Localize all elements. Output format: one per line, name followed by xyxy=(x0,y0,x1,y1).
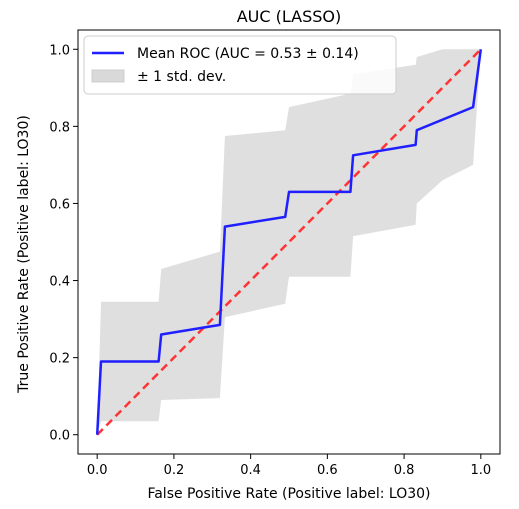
legend-box xyxy=(83,35,397,95)
x-tick-label: 0.2 xyxy=(164,463,185,478)
y-tick-label: 0.6 xyxy=(49,197,70,212)
y-tick-label: 0.2 xyxy=(49,352,70,367)
x-tick-label: 0.0 xyxy=(87,463,108,478)
y-tick-label: 0.4 xyxy=(49,275,70,290)
plot-frame xyxy=(77,29,501,455)
x-tick-label: 0.6 xyxy=(317,463,338,478)
chart-title: AUC (LASSO) xyxy=(237,7,342,26)
y-tick-label: 0.0 xyxy=(49,429,70,444)
legend-swatch-std-dev xyxy=(91,69,125,83)
x-tick-label: 0.8 xyxy=(394,463,415,478)
y-axis-label: True Positive Rate (Positive label: LO30… xyxy=(16,115,32,394)
legend-label-mean-roc: Mean ROC (AUC = 0.53 ± 0.14) xyxy=(137,46,359,62)
mean-roc-line xyxy=(95,49,483,435)
x-tick-label: 1.0 xyxy=(470,463,491,478)
x-tick-label: 0.4 xyxy=(240,463,261,478)
legend-label-std-dev: ± 1 std. dev. xyxy=(137,69,226,85)
y-tick-label: 0.8 xyxy=(49,120,70,135)
y-tick-label: 1.0 xyxy=(49,43,70,58)
x-axis-label: False Positive Rate (Positive label: LO3… xyxy=(147,486,430,502)
